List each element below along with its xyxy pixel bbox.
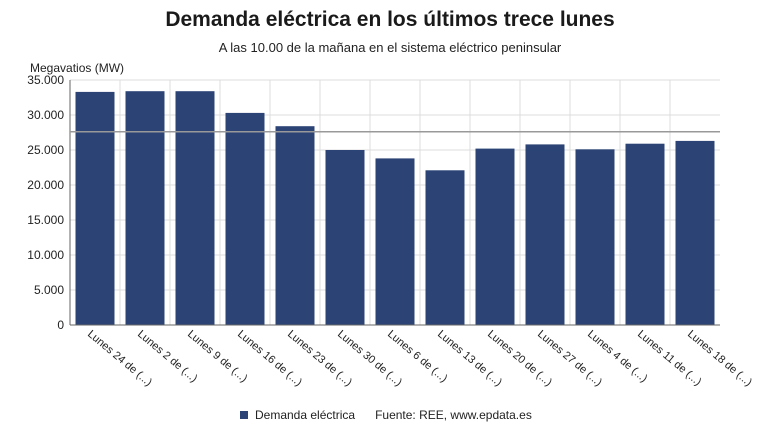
y-tick-label: 15.000 (27, 213, 64, 227)
bar (675, 140, 715, 325)
legend: Demanda eléctrica Fuente: REE, www.epdat… (240, 408, 532, 422)
bar (625, 143, 665, 325)
bar (325, 150, 365, 325)
y-tick-label: 25.000 (27, 143, 64, 157)
bar (75, 91, 115, 326)
bar (425, 170, 465, 325)
bar (375, 158, 415, 325)
bar (175, 91, 215, 325)
legend-series-label: Demanda eléctrica (255, 408, 356, 422)
y-axis-label: Megavatios (MW) (30, 61, 125, 75)
y-tick-label: 20.000 (27, 178, 64, 192)
y-tick-label: 5.000 (34, 283, 64, 297)
bar (225, 112, 265, 326)
bar (525, 144, 565, 325)
chart-title: Demanda eléctrica en los últimos trece l… (165, 8, 615, 31)
y-tick-label: 10.000 (27, 248, 64, 262)
y-tick-label: 35.000 (27, 73, 64, 87)
bar (125, 91, 165, 325)
legend-swatch (240, 411, 248, 419)
bar (475, 148, 515, 325)
bar (575, 149, 615, 325)
chart-subtitle: A las 10.00 de la mañana en el sistema e… (218, 40, 562, 55)
source-note: Fuente: REE, www.epdata.es (375, 408, 532, 422)
y-tick-label: 30.000 (27, 108, 64, 122)
y-tick-label: 0 (57, 318, 64, 332)
bar (275, 126, 315, 325)
